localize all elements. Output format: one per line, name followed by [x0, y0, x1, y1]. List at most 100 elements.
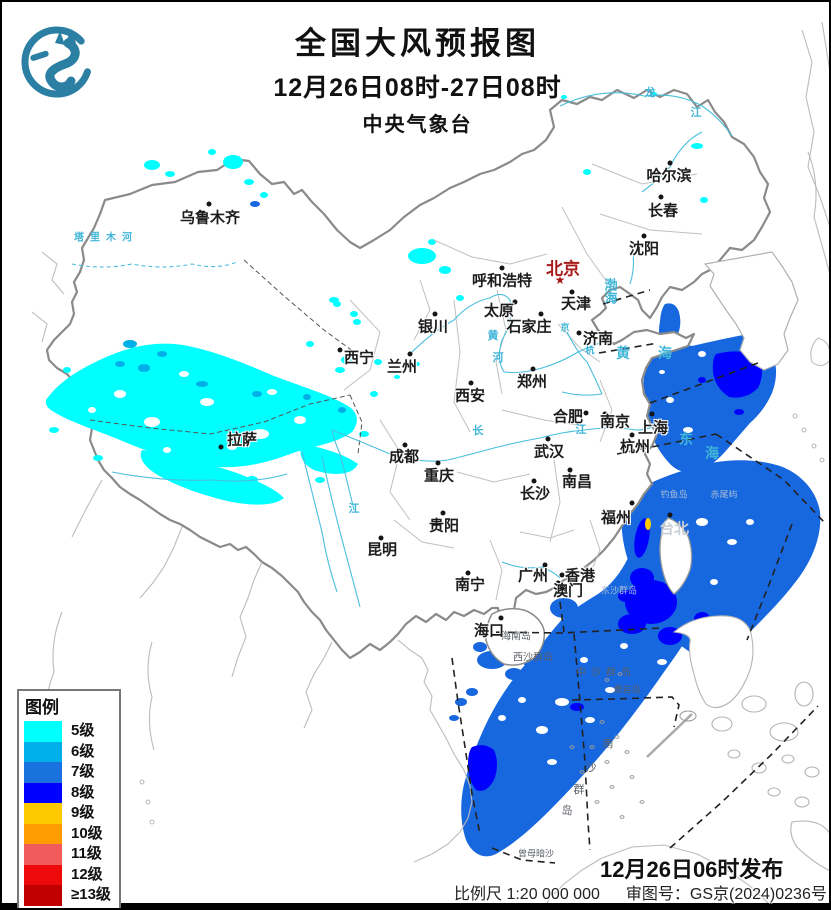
city-dot [559, 572, 565, 578]
legend-label: 7级 [71, 763, 95, 780]
approval-number: 审图号：GS京(2024)0236号 [625, 886, 827, 903]
wind-area-tibet-6 [115, 340, 346, 413]
island-label: 沙 [585, 762, 597, 774]
city-label: 乌鲁木齐 [179, 209, 241, 227]
city-label: 昆明 [366, 541, 398, 559]
city-dot [602, 411, 608, 417]
island-label: 赤尾屿 [710, 489, 738, 500]
legend-items: 5级 6级 7级 8级 9级 10级 11级 12级 ≥13级 [24, 721, 119, 906]
island-label: 西沙群岛 [513, 652, 553, 664]
city-dot [542, 562, 548, 568]
hainan-island [485, 607, 546, 666]
legend-label: 5级 [71, 722, 95, 739]
sea-label: 渤海 [602, 278, 618, 304]
river-label: 龙 [644, 87, 656, 99]
legend-item: 8级 [24, 782, 119, 803]
cma-dragon-logo-icon [21, 26, 93, 98]
capital-star-icon: ★ [554, 273, 566, 287]
city-dot [629, 432, 635, 438]
island-label: 岛 [561, 805, 573, 817]
city-dot [468, 380, 474, 386]
city-label: 台北 [658, 520, 690, 538]
city-dot [583, 410, 589, 416]
legend-item: 7级 [24, 762, 119, 783]
city-label: 拉萨 [226, 431, 258, 449]
city-label: 合肥 [552, 408, 584, 426]
taiwan-island [659, 517, 693, 595]
sea-label: 东 [679, 431, 693, 447]
city-label: 贵阳 [428, 517, 460, 535]
river-label: 京 [560, 322, 570, 333]
city-label: 广州 [517, 567, 549, 585]
sea-boundary-dashes [451, 289, 825, 864]
city-dot [337, 347, 343, 353]
river-label: 黄 [487, 330, 499, 342]
river-label: 江 [575, 424, 587, 436]
city-label: 长沙 [519, 485, 551, 503]
city-dot [206, 201, 212, 207]
city-label: 沈阳 [628, 240, 660, 258]
city-dot [641, 233, 647, 239]
island-label: 中沙群岛 [576, 667, 636, 679]
river-label: 河 [492, 352, 504, 364]
city-dot [530, 366, 536, 372]
foreign-coastlines [31, 21, 829, 908]
legend-item: 10级 [24, 823, 119, 844]
river-label: 杭 [585, 345, 595, 356]
city-label: 杭州 [619, 438, 651, 456]
legend-label: 10级 [71, 824, 103, 842]
legend-item: 5级 [24, 721, 119, 742]
map-scale: 比例尺 1:20 000 000 [454, 886, 600, 903]
city-label: 石家庄 [506, 318, 552, 336]
province-borders-dashed [89, 259, 363, 455]
legend-item: 12级 [24, 864, 119, 885]
legend-label: 6级 [71, 742, 95, 760]
city-label: 哈尔滨 [646, 167, 692, 185]
city-dot [538, 311, 544, 317]
china-mainland-outline [45, 88, 772, 660]
island-label: 东沙群岛 [600, 585, 638, 596]
wind-9-spot [645, 518, 651, 530]
city-label: 银川 [417, 318, 449, 336]
river-label: 江 [348, 503, 360, 515]
legend-box: 图例 5级 6级 7级 8级 9级 10级 11级 12级 ≥13级 [17, 689, 121, 908]
city-dot [545, 436, 551, 442]
map-credits: 比例尺 1:20 000 000 审图号：GS京(2024)0236号 [454, 880, 827, 904]
city-dot [435, 460, 441, 466]
island-label: 黄岩岛 [613, 684, 641, 695]
island-label: 群 [573, 784, 585, 796]
city-label: 天津 [560, 295, 592, 313]
city-label: 郑州 [516, 373, 548, 391]
river-label: 长 [472, 425, 484, 437]
city-label: 上海 [637, 419, 669, 437]
city-dot [218, 444, 224, 450]
legend-item: 11级 [24, 844, 119, 865]
legend-item: ≥13级 [24, 885, 119, 906]
city-label: 太原 [483, 302, 515, 320]
wind-area-tibet-5 [45, 301, 420, 505]
legend-label: ≥13级 [71, 886, 111, 903]
city-dot [667, 512, 673, 518]
legend-swatch [24, 823, 62, 844]
island-label: 钓鱼岛 [660, 489, 688, 500]
city-label: 南京 [599, 413, 631, 431]
city-dot [465, 570, 471, 576]
city-label: 长春 [647, 202, 679, 220]
island-label: 海南岛 [501, 631, 531, 643]
issue-time: 12月26日06时发布 [600, 857, 784, 882]
korea-outline [703, 251, 799, 371]
city-dot [378, 535, 384, 541]
legend-swatch [24, 782, 62, 803]
legend-title: 图例 [25, 698, 59, 717]
legend-swatch [24, 803, 62, 824]
philippines-outline [672, 615, 829, 872]
province-borders [343, 163, 703, 601]
city-dot [569, 289, 575, 295]
city-dot [499, 265, 505, 271]
city-dot [440, 510, 446, 516]
city-dot [402, 442, 408, 448]
capital-label: 北京 [546, 259, 580, 279]
city-label: 香港 [564, 567, 596, 585]
